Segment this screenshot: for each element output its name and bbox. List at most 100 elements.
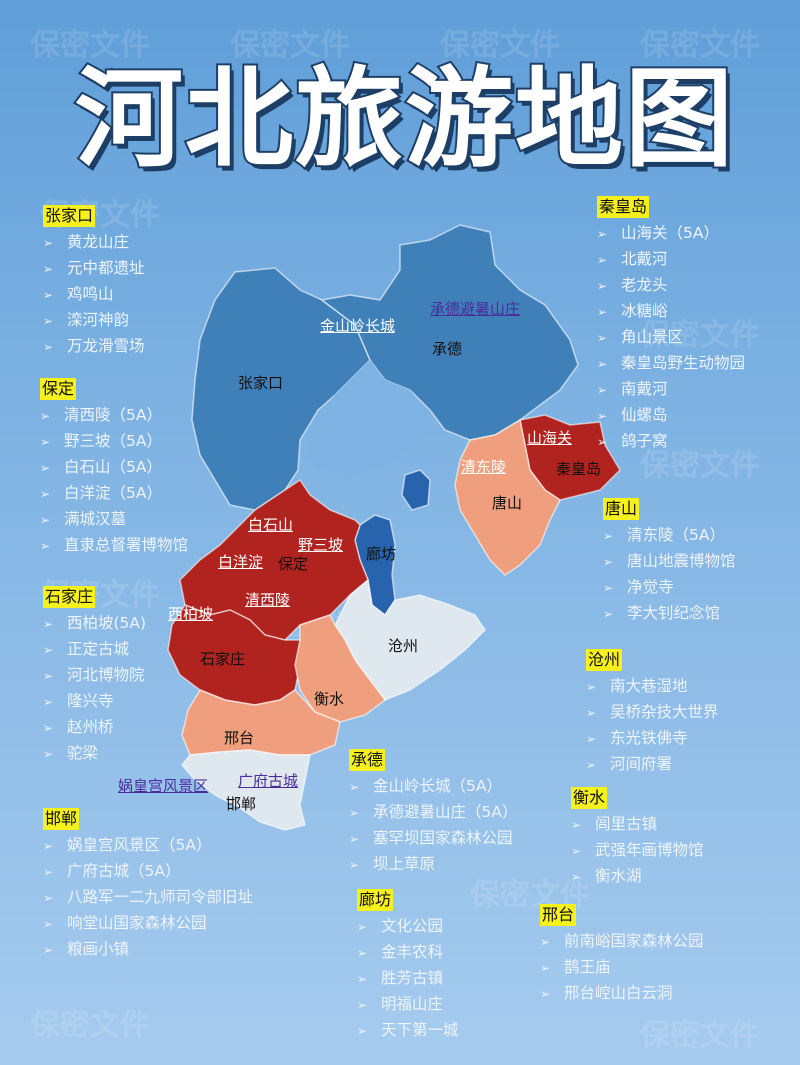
- arrow-bullet-icon: ➢: [597, 383, 608, 397]
- spot-link[interactable]: 金山岭长城: [320, 317, 396, 335]
- spot-link[interactable]: 娲皇宫风景区: [118, 777, 209, 795]
- list-item: ➢ 山海关（5A）: [597, 221, 745, 247]
- attraction-name: 南大巷湿地: [610, 677, 688, 695]
- city-section: 承德 ➢ 金山岭长城（5A） ➢ 承德避暑山庄（5A） ➢ 塞罕坝国家森林公园 ➢ 坝上草原: [349, 749, 517, 878]
- arrow-bullet-icon: ➢: [357, 920, 368, 934]
- region-handan[interactable]: [181, 749, 311, 831]
- list-item: ➢ 直隶总督署博物馆: [40, 533, 188, 559]
- attraction-name: 金丰农科: [381, 943, 444, 961]
- spot-link[interactable]: 野三坡: [298, 536, 344, 554]
- spot-link[interactable]: 清西陵: [245, 591, 291, 609]
- spot-link[interactable]: 白石山: [248, 516, 294, 534]
- spot-link[interactable]: 清东陵: [461, 458, 507, 476]
- attraction-name: 八路军一二九师司令部旧址: [67, 888, 254, 906]
- list-item: ➢ 北戴河: [597, 247, 745, 273]
- attraction-name: 仙螺岛: [621, 406, 668, 424]
- arrow-bullet-icon: ➢: [40, 435, 51, 449]
- arrow-bullet-icon: ➢: [43, 695, 54, 709]
- list-item: ➢ 满城汉墓: [40, 507, 188, 533]
- city-section: 邢台 ➢ 前南峪国家森林公园 ➢ 鹊王庙 ➢ 邢台崆山白云洞: [540, 904, 704, 1007]
- list-item: ➢ 黄龙山庄: [43, 230, 145, 256]
- section-heading: 张家口: [43, 205, 96, 227]
- arrow-bullet-icon: ➢: [357, 972, 368, 986]
- attraction-name: 广府古城（5A）: [67, 862, 181, 880]
- region-tangshan[interactable]: [454, 418, 561, 576]
- arrow-bullet-icon: ➢: [357, 946, 368, 960]
- attraction-name: 鹊王庙: [564, 958, 611, 976]
- spot-link[interactable]: 山海关: [527, 429, 573, 447]
- city-section: 保定 ➢ 清西陵（5A） ➢ 野三坡（5A） ➢ 白石山（5A） ➢ 白洋淀（5A） ➢ 满城汉墓 ➢…: [40, 378, 188, 559]
- arrow-bullet-icon: ➢: [40, 461, 51, 475]
- arrow-bullet-icon: ➢: [43, 643, 54, 657]
- arrow-bullet-icon: ➢: [43, 839, 54, 853]
- city-label: 秦皇岛: [556, 460, 602, 478]
- attraction-name: 清东陵（5A）: [627, 526, 725, 544]
- city-label: 邢台: [224, 729, 255, 747]
- attraction-name: 野三坡（5A）: [64, 432, 162, 450]
- attraction-name: 天下第一城: [381, 1021, 459, 1039]
- city-section: 沧州 ➢ 南大巷湿地 ➢ 吴桥杂技大世界 ➢ 东光铁佛寺 ➢ 河间府署: [586, 649, 719, 778]
- section-heading: 沧州: [586, 649, 623, 671]
- list-item: ➢ 邢台崆山白云洞: [540, 981, 704, 1007]
- list-item: ➢ 吴桥杂技大世界: [586, 700, 719, 726]
- section-heading: 唐山: [603, 498, 640, 520]
- attraction-name: 驼梁: [67, 744, 99, 762]
- city-section: 唐山 ➢ 清东陵（5A） ➢ 唐山地震博物馆 ➢ 净觉寺 ➢ 李大钊纪念馆: [603, 498, 736, 627]
- attraction-name: 河北博物院: [67, 666, 145, 684]
- arrow-bullet-icon: ➢: [603, 607, 614, 621]
- spot-link[interactable]: 西柏坡: [168, 605, 214, 623]
- list-item: ➢ 坝上草原: [349, 852, 517, 878]
- arrow-bullet-icon: ➢: [43, 617, 54, 631]
- attraction-name: 文化公园: [381, 917, 444, 935]
- list-item: ➢ 白洋淀（5A）: [40, 481, 188, 507]
- city-label: 石家庄: [200, 650, 246, 668]
- city-section: 邯郸 ➢ 娲皇宫风景区（5A） ➢ 广府古城（5A） ➢ 八路军一二九师司令部旧址 ➢ 响堂山国…: [43, 808, 253, 963]
- attraction-name: 净觉寺: [627, 578, 674, 596]
- region-hengshui[interactable]: [294, 614, 387, 723]
- attraction-name: 清西陵（5A）: [64, 406, 162, 424]
- list-item: ➢ 金山岭长城（5A）: [349, 774, 517, 800]
- spot-link[interactable]: 承德避暑山庄: [430, 300, 521, 318]
- arrow-bullet-icon: ➢: [43, 262, 54, 276]
- spot-link[interactable]: 白洋淀: [218, 553, 264, 571]
- arrow-bullet-icon: ➢: [43, 865, 54, 879]
- arrow-bullet-icon: ➢: [540, 961, 551, 975]
- arrow-bullet-icon: ➢: [540, 987, 551, 1001]
- city-section: 张家口 ➢ 黄龙山庄 ➢ 元中都遗址 ➢ 鸡鸣山 ➢ 滦河神韵 ➢ 万龙滑雪场: [43, 205, 145, 360]
- arrow-bullet-icon: ➢: [586, 680, 597, 694]
- list-item: ➢ 河北博物院: [43, 663, 146, 689]
- list-item: ➢ 南大巷湿地: [586, 674, 719, 700]
- section-heading: 衡水: [571, 787, 608, 809]
- section-heading: 廊坊: [357, 889, 394, 911]
- arrow-bullet-icon: ➢: [603, 555, 614, 569]
- arrow-bullet-icon: ➢: [43, 669, 54, 683]
- city-label: 沧州: [388, 637, 419, 655]
- region-beijing-gap: [305, 360, 425, 475]
- spot-link[interactable]: 广府古城: [238, 772, 299, 790]
- list-item: ➢ 文化公园: [357, 914, 459, 940]
- city-label: 唐山: [492, 494, 523, 512]
- list-item: ➢ 响堂山国家森林公园: [43, 911, 253, 937]
- city-label: 张家口: [238, 374, 284, 392]
- arrow-bullet-icon: ➢: [571, 870, 582, 884]
- region-tianjin-langfang-north[interactable]: [401, 469, 431, 511]
- attraction-name: 闾里古镇: [595, 815, 658, 833]
- arrow-bullet-icon: ➢: [597, 305, 608, 319]
- attraction-name: 正定古城: [67, 640, 130, 658]
- arrow-bullet-icon: ➢: [43, 943, 54, 957]
- arrow-bullet-icon: ➢: [43, 288, 54, 302]
- list-item: ➢ 粮画小镇: [43, 937, 253, 963]
- list-item: ➢ 滦河神韵: [43, 308, 145, 334]
- arrow-bullet-icon: ➢: [43, 917, 54, 931]
- list-item: ➢ 冰糖峪: [597, 299, 745, 325]
- list-item: ➢ 正定古城: [43, 637, 146, 663]
- list-item: ➢ 净觉寺: [603, 575, 736, 601]
- arrow-bullet-icon: ➢: [597, 227, 608, 241]
- region-xingtai[interactable]: [181, 689, 341, 756]
- city-section: 廊坊 ➢ 文化公园 ➢ 金丰农科 ➢ 胜芳古镇 ➢ 明福山庄 ➢ 天下第一城: [357, 889, 459, 1044]
- attraction-name: 鸽子窝: [621, 432, 668, 450]
- attraction-name: 赵州桥: [67, 718, 114, 736]
- list-item: ➢ 隆兴寺: [43, 689, 146, 715]
- attraction-name: 前南峪国家森林公园: [564, 932, 704, 950]
